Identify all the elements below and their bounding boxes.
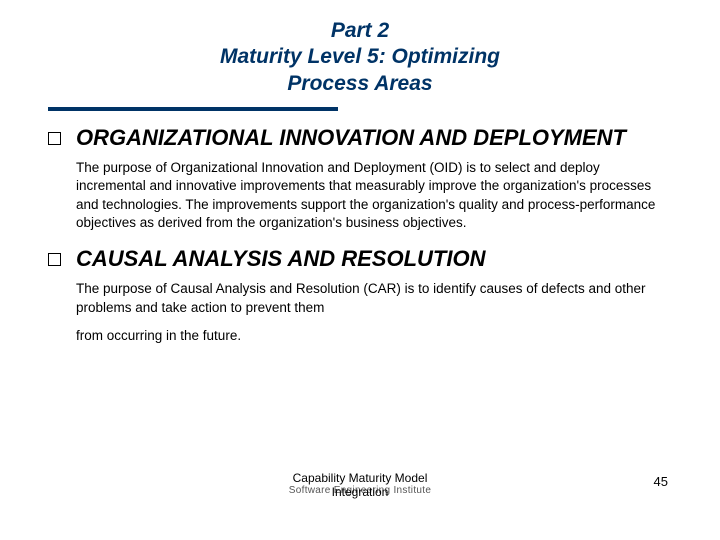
section-oid: ORGANIZATIONAL INNOVATION AND DEPLOYMENT… [48, 125, 672, 232]
slide-title: Part 2 Maturity Level 5: Optimizing Proc… [48, 18, 672, 97]
title-line-2: Maturity Level 5: Optimizing [48, 44, 672, 70]
checkbox-bullet-icon [48, 253, 61, 266]
title-divider [48, 107, 338, 111]
section-heading-oid: ORGANIZATIONAL INNOVATION AND DEPLOYMENT [68, 125, 672, 151]
section-body-oid: The purpose of Organizational Innovation… [68, 159, 672, 232]
title-line-1: Part 2 [48, 18, 672, 44]
footer-title-line2: Integration [293, 486, 428, 500]
section-body-car-part2: from occurring in the future. [68, 327, 672, 345]
footer-title-line1: Capability Maturity Model [293, 472, 428, 486]
footer-center-text: Capability Maturity Model Software Engin… [293, 472, 428, 500]
title-line-3: Process Areas [48, 71, 672, 97]
section-car: CAUSAL ANALYSIS AND RESOLUTION The purpo… [48, 246, 672, 345]
section-body-car-part1: The purpose of Causal Analysis and Resol… [68, 280, 672, 316]
slide-container: Part 2 Maturity Level 5: Optimizing Proc… [0, 0, 720, 540]
slide-footer: Capability Maturity Model Software Engin… [0, 472, 720, 512]
page-number: 45 [654, 474, 668, 489]
section-heading-car: CAUSAL ANALYSIS AND RESOLUTION [68, 246, 672, 272]
checkbox-bullet-icon [48, 132, 61, 145]
